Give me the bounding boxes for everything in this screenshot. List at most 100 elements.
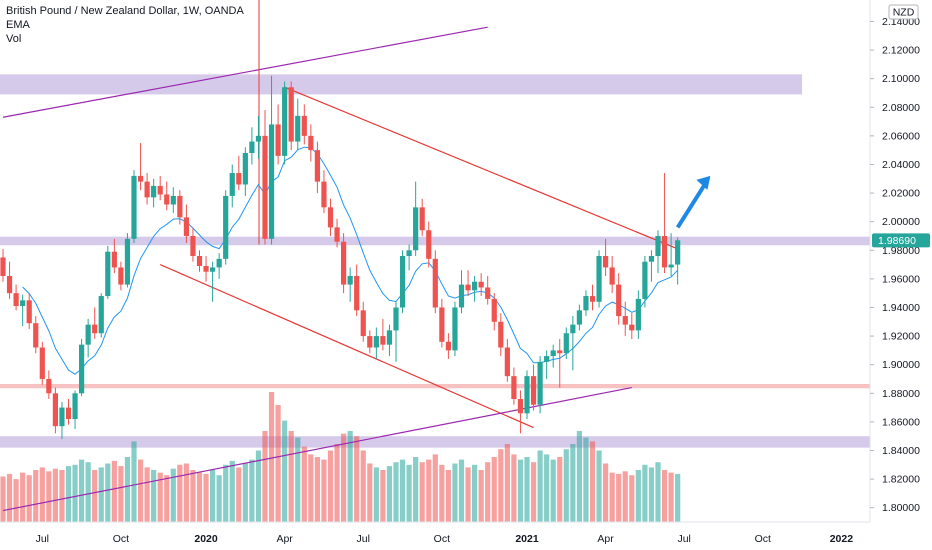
zone-purple[interactable]	[0, 436, 870, 448]
candle-body[interactable]	[550, 350, 556, 357]
candle-body[interactable]	[111, 251, 117, 268]
candle-body[interactable]	[46, 378, 52, 394]
candle-body[interactable]	[668, 264, 674, 268]
candle-body[interactable]	[308, 135, 314, 151]
symbol-title[interactable]: British Pound / New Zealand Dollar, 1W, …	[6, 5, 244, 17]
candle-body[interactable]	[530, 376, 537, 405]
candle-body[interactable]	[39, 347, 45, 379]
candle-body[interactable]	[26, 300, 32, 324]
candle-body[interactable]	[609, 267, 615, 285]
candle-body[interactable]	[190, 235, 196, 256]
candle-body[interactable]	[203, 266, 209, 272]
candle-body[interactable]	[629, 324, 635, 331]
candle-body[interactable]	[517, 399, 524, 414]
candle-body[interactable]	[419, 207, 425, 231]
candle-body[interactable]	[268, 124, 275, 239]
candle-body[interactable]	[13, 293, 19, 307]
candle-body[interactable]	[236, 173, 242, 185]
candle-body[interactable]	[288, 87, 294, 142]
candle-body[interactable]	[472, 281, 478, 291]
candle-body[interactable]	[341, 241, 347, 285]
candle-body[interactable]	[33, 323, 39, 348]
candle-body[interactable]	[544, 356, 550, 362]
candle-body[interactable]	[511, 376, 517, 400]
candle-body[interactable]	[105, 251, 111, 297]
candle-body[interactable]	[229, 173, 235, 196]
trendline-purple[interactable]	[2, 26, 488, 118]
candle-body[interactable]	[144, 181, 150, 198]
candle-body[interactable]	[642, 261, 648, 299]
candle-body[interactable]	[360, 310, 366, 337]
trendline-red[interactable]	[159, 264, 534, 429]
candle-body[interactable]	[72, 393, 78, 420]
candle-body[interactable]	[347, 276, 353, 285]
candle-body[interactable]	[118, 267, 124, 285]
candle-body[interactable]	[0, 257, 6, 277]
price-axis[interactable]: 2.140002.120002.100002.080002.060002.040…	[869, 0, 932, 550]
candle-body[interactable]	[282, 87, 288, 156]
candle-body[interactable]	[98, 296, 104, 334]
candle-body[interactable]	[413, 207, 419, 251]
candle-body[interactable]	[557, 350, 563, 354]
candle-body[interactable]	[445, 341, 451, 351]
zone-purple[interactable]	[0, 236, 870, 246]
candle-body[interactable]	[151, 185, 157, 198]
candle-body[interactable]	[603, 255, 609, 268]
candle-body[interactable]	[334, 227, 340, 242]
trendline-red[interactable]	[284, 86, 678, 250]
candle-body[interactable]	[196, 255, 203, 267]
candle-body[interactable]	[157, 185, 163, 195]
candle-body[interactable]	[616, 284, 622, 317]
ema-indicator-label[interactable]: EMA	[6, 19, 30, 31]
candle-body[interactable]	[242, 153, 248, 185]
candle-body[interactable]	[301, 115, 307, 136]
candle-body[interactable]	[393, 307, 399, 331]
candle-body[interactable]	[491, 298, 497, 322]
candle-body[interactable]	[439, 307, 445, 342]
candle-body[interactable]	[177, 195, 183, 218]
candle-body[interactable]	[210, 267, 216, 272]
candle-body[interactable]	[589, 296, 596, 302]
time-axis[interactable]: Jul Oct 2020 Apr Jul Oct 2021 Apr Jul Oct 2022	[0, 521, 932, 550]
candle-body[interactable]	[498, 321, 504, 348]
candle-body[interactable]	[583, 296, 589, 311]
candle-body[interactable]	[79, 344, 85, 394]
candle-body[interactable]	[262, 135, 268, 239]
candle-body[interactable]	[648, 255, 655, 262]
candle-body[interactable]	[452, 307, 458, 351]
candle-body[interactable]	[596, 255, 602, 302]
candle-body[interactable]	[386, 330, 393, 345]
candle-body[interactable]	[458, 284, 465, 308]
candle-body[interactable]	[478, 281, 484, 288]
candle-body[interactable]	[622, 316, 628, 325]
currency-badge[interactable]	[888, 4, 919, 20]
candle-body[interactable]	[92, 324, 98, 334]
candle-body[interactable]	[675, 240, 681, 265]
candle-body[interactable]	[295, 115, 301, 142]
candle-body[interactable]	[275, 124, 281, 156]
candle-body[interactable]	[59, 407, 65, 427]
volume-indicator-label[interactable]: Vol	[6, 33, 22, 45]
candle-body[interactable]	[367, 336, 373, 348]
candle-body[interactable]	[6, 276, 13, 294]
candle-body[interactable]	[426, 230, 432, 259]
candle-body[interactable]	[164, 194, 170, 205]
candle-body[interactable]	[314, 150, 320, 182]
candle-body[interactable]	[137, 175, 144, 182]
candle-body[interactable]	[65, 407, 72, 420]
candle-body[interactable]	[406, 250, 412, 256]
candle-body[interactable]	[635, 298, 641, 331]
candle-body[interactable]	[327, 207, 334, 228]
candle-body[interactable]	[170, 195, 176, 205]
candle-body[interactable]	[537, 361, 543, 405]
zone-red[interactable]	[0, 383, 870, 389]
candle-body[interactable]	[223, 195, 229, 259]
candle-body[interactable]	[655, 235, 661, 256]
candle-body[interactable]	[373, 336, 379, 348]
zone-purple[interactable]	[0, 74, 803, 95]
candle-body[interactable]	[563, 333, 569, 354]
candle-body[interactable]	[661, 235, 668, 268]
candle-body[interactable]	[576, 310, 582, 325]
candle-body[interactable]	[570, 324, 576, 334]
